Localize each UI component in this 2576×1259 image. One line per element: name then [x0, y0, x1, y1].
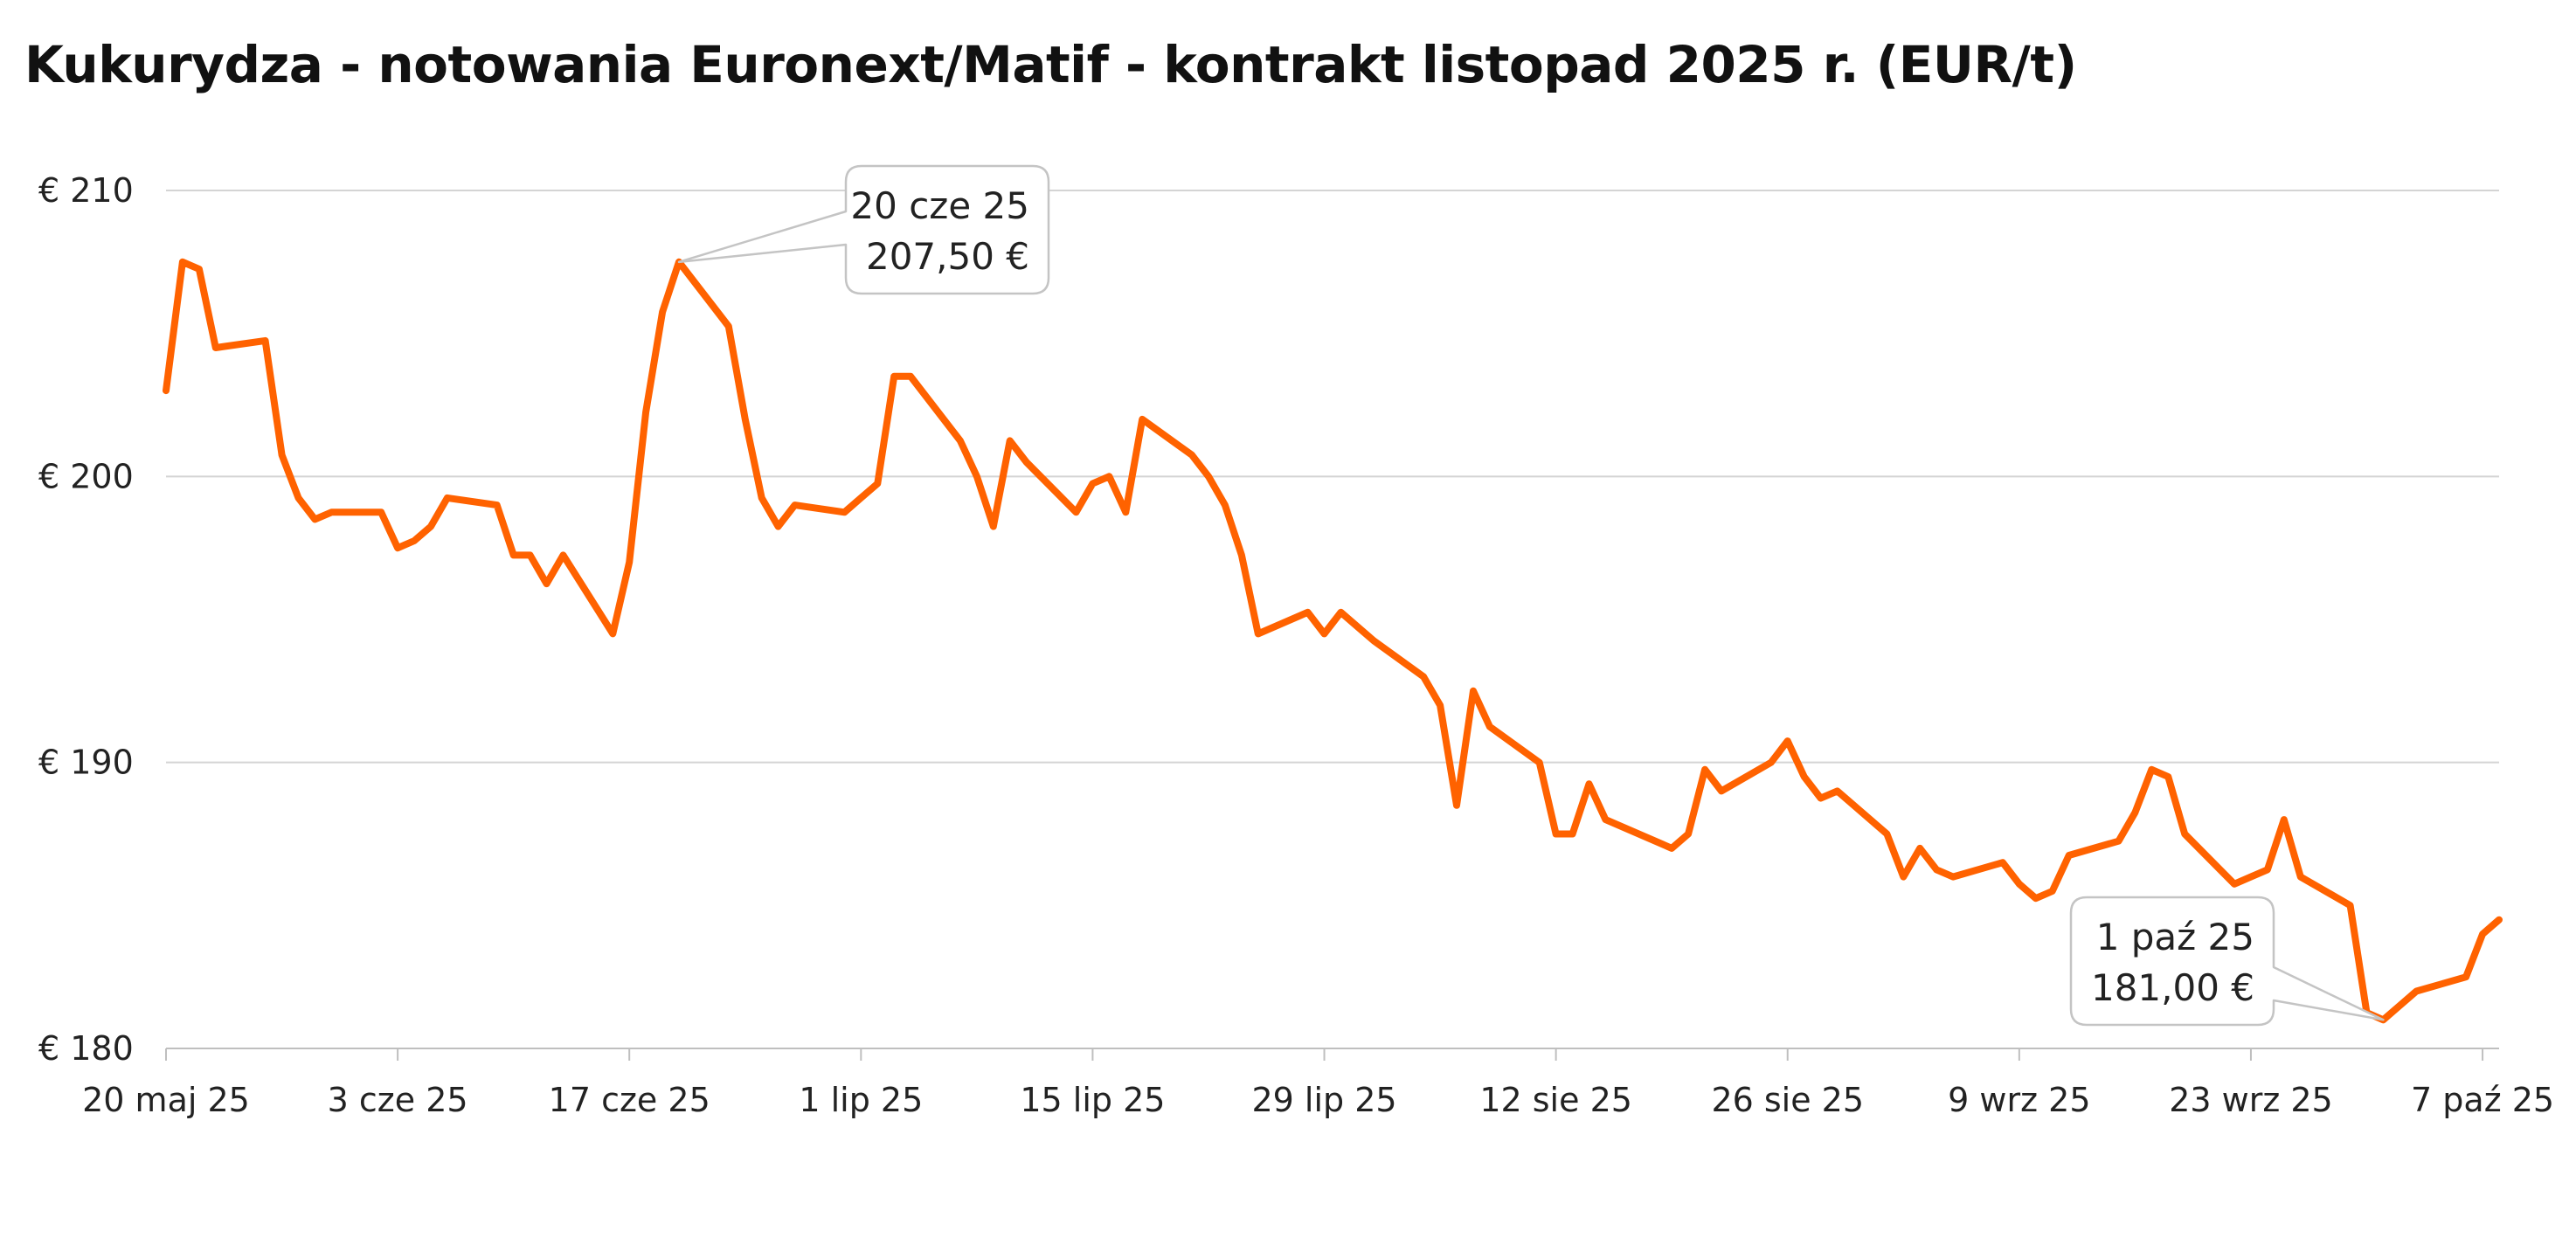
x-tick-label: 17 cze 25: [549, 1081, 710, 1119]
x-tick-label: 7 paź 25: [2411, 1081, 2554, 1119]
y-tick-label: € 210: [38, 171, 134, 210]
x-tick-label: 23 wrz 25: [2169, 1081, 2333, 1119]
x-tick-label: 26 sie 25: [1711, 1081, 1864, 1119]
x-tick-label: 9 wrz 25: [1948, 1081, 2090, 1119]
x-tick-label: 29 lip 25: [1251, 1081, 1396, 1119]
x-tick-label: 3 cze 25: [328, 1081, 468, 1119]
series-line: [163, 258, 2503, 1024]
callout-date: 1 paź 25: [2096, 916, 2254, 958]
x-tick-label: 12 sie 25: [1479, 1081, 1632, 1119]
y-tick-label: € 180: [38, 1029, 134, 1068]
callout-date: 20 cze 25: [850, 184, 1029, 227]
x-axis: [165, 1048, 2499, 1061]
x-tick-label: 20 maj 25: [82, 1081, 250, 1119]
callout-box: [2069, 896, 2385, 1027]
annotations: 20 cze 25 207,50 € 1 paź 25 181,00 €: [677, 164, 2385, 1027]
x-axis-labels: 20 maj 25 3 cze 25 17 cze 25 1 lip 25 15 lip…: [82, 1081, 2554, 1119]
y-axis-labels: € 210 € 200 € 190 € 180: [38, 171, 134, 1068]
callout-value: 207,50 €: [866, 235, 1029, 278]
annotation-callout: 20 cze 25 207,50 €: [677, 164, 1050, 295]
gridlines: [166, 190, 2499, 764]
series-layer: [163, 258, 2503, 1024]
x-tick-label: 15 lip 25: [1020, 1081, 1165, 1119]
callout-value: 181,00 €: [2091, 966, 2254, 1009]
x-tick-label: 1 lip 25: [799, 1081, 923, 1119]
y-tick-label: € 200: [38, 457, 134, 495]
callout-box: [677, 164, 1050, 295]
chart-title: Kukurydza - notowania Euronext/Matif - k…: [24, 35, 2077, 94]
annotation-callout: 1 paź 25 181,00 €: [2069, 896, 2385, 1027]
y-tick-label: € 190: [38, 744, 134, 782]
